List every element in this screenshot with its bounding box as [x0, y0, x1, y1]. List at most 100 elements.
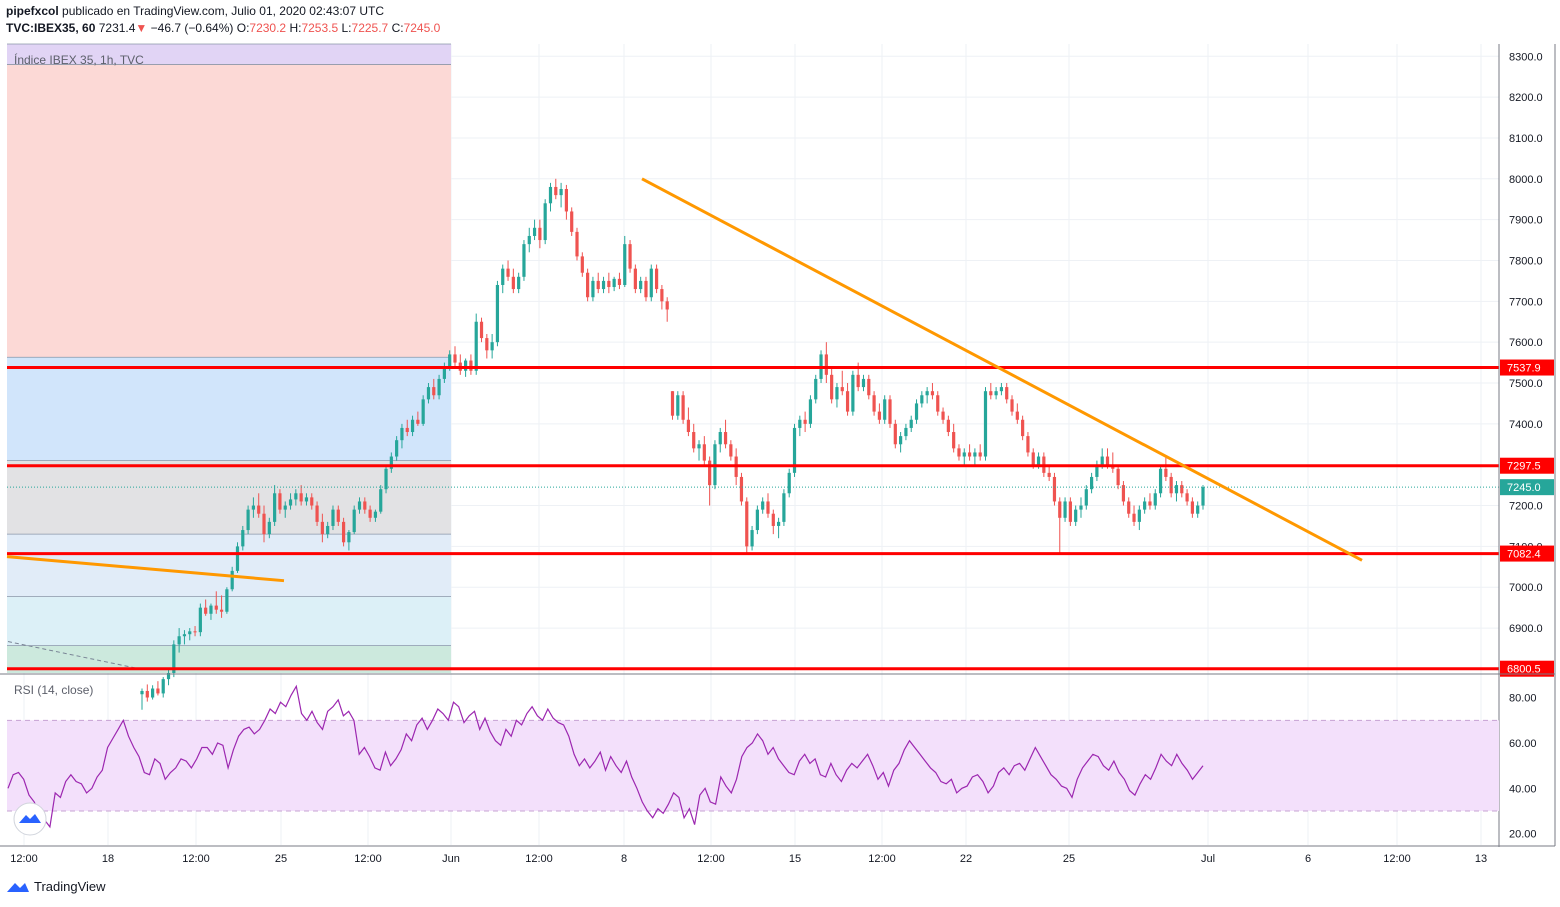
candle-body [532, 227, 537, 236]
price-axis-tick-label: 7500.0 [1509, 378, 1543, 390]
candle-body [1074, 509, 1078, 522]
candle-body [527, 235, 531, 245]
price-axis-tick-label: 7000.0 [1509, 582, 1543, 594]
level-price-label: 7297.5 [1507, 461, 1541, 473]
x-axis-tick-label: 12:00 [1383, 853, 1411, 865]
candle-body [856, 374, 860, 388]
candle-body [384, 468, 388, 490]
candle-body [835, 387, 839, 400]
level-price-label: 7082.4 [1507, 549, 1541, 561]
candle-body [166, 673, 171, 680]
level-price-label: 7537.9 [1507, 363, 1541, 375]
candle-body [946, 419, 950, 433]
candle-body [617, 278, 622, 285]
candle-body [973, 452, 977, 457]
candle-body [1105, 456, 1110, 465]
publish-info: pipefxcol publicado en TradingView.com, … [6, 3, 440, 20]
candle-body [262, 513, 266, 535]
x-axis-tick-label: 25 [1063, 853, 1075, 865]
candle-body [1153, 493, 1157, 506]
position-zone-band [7, 534, 451, 597]
x-axis-tick-label: 15 [789, 853, 801, 865]
candle-body [1068, 501, 1072, 522]
candle-body [830, 374, 834, 400]
x-axis-tick-label: 25 [275, 853, 287, 865]
candle-body [559, 188, 563, 196]
candle-body [623, 244, 627, 285]
candle-body [479, 321, 484, 339]
candle-body [1174, 485, 1179, 494]
candle-body [373, 511, 378, 518]
candle-body [257, 505, 261, 514]
candle-body [962, 452, 966, 457]
candle-body [771, 513, 775, 526]
candle-body [872, 395, 876, 412]
candle-body [1031, 452, 1035, 465]
candle-body [517, 276, 521, 290]
candle-body [1079, 505, 1083, 510]
candle-body [787, 472, 791, 494]
candle-body [654, 268, 659, 290]
brand-name[interactable]: TradingView [34, 879, 106, 894]
candle-body [564, 188, 568, 212]
candle-body [193, 631, 197, 633]
candle-body [893, 423, 897, 445]
tradingview-logo-icon[interactable] [6, 880, 30, 894]
x-axis-tick-label: Jun [442, 853, 460, 865]
rsi-axis-tick-label: 80.00 [1509, 693, 1537, 705]
price-axis-tick-label: 7800.0 [1509, 255, 1543, 267]
candle-body [697, 444, 701, 449]
candle-body [421, 399, 425, 424]
position-zone-band [7, 460, 451, 535]
price-axis-tick-label: 7600.0 [1509, 337, 1543, 349]
candle-body [405, 427, 409, 433]
candle-body [777, 521, 781, 526]
candle-body [967, 452, 972, 457]
candle-body [278, 493, 282, 510]
candle-body [543, 203, 547, 241]
candle-body [750, 530, 754, 547]
candle-body [347, 532, 351, 543]
candle-body [522, 244, 526, 277]
candle-body [925, 391, 929, 396]
down-arrow-icon: ▼ [135, 21, 148, 35]
candle-body [686, 419, 691, 433]
candle-body [1180, 485, 1184, 494]
rsi-axis-tick-label: 20.00 [1509, 829, 1537, 841]
x-axis-tick-label: Jul [1201, 853, 1215, 865]
author-name[interactable]: pipefxcol [6, 4, 59, 18]
candle-body [899, 436, 903, 445]
candle-body [994, 391, 998, 396]
candle-body [941, 411, 945, 420]
current-price-tag [1500, 479, 1554, 496]
candle-body [357, 501, 362, 510]
candle-body [283, 505, 287, 510]
candle-body [198, 607, 202, 633]
zone-trendline[interactable] [6, 555, 285, 583]
candle-body [453, 354, 457, 363]
candle-body [363, 501, 367, 510]
descending-trendline[interactable] [641, 177, 1363, 562]
price-axis-tick-label: 8100.0 [1509, 133, 1543, 145]
level-price-tag [1500, 457, 1554, 474]
candle-body [723, 432, 728, 445]
candle-body [1190, 501, 1194, 514]
candle-body [639, 280, 643, 290]
tradingview-badge-mark [19, 814, 41, 823]
candle-body [1143, 501, 1147, 510]
candle-body [1158, 468, 1163, 494]
candle-body [814, 378, 818, 400]
candle-body [416, 419, 420, 424]
x-axis-tick-label: 6 [1305, 853, 1311, 865]
candle-body [702, 444, 706, 461]
candle-body [506, 268, 510, 277]
footer: TradingView [6, 879, 106, 894]
candle-body [188, 631, 192, 635]
candle-body [1026, 436, 1030, 453]
x-axis-tick-label: 12:00 [354, 853, 382, 865]
candle-body [798, 419, 802, 428]
candle-body [739, 476, 744, 502]
candle-body [692, 432, 696, 449]
x-axis-tick-label: 18 [102, 853, 114, 865]
